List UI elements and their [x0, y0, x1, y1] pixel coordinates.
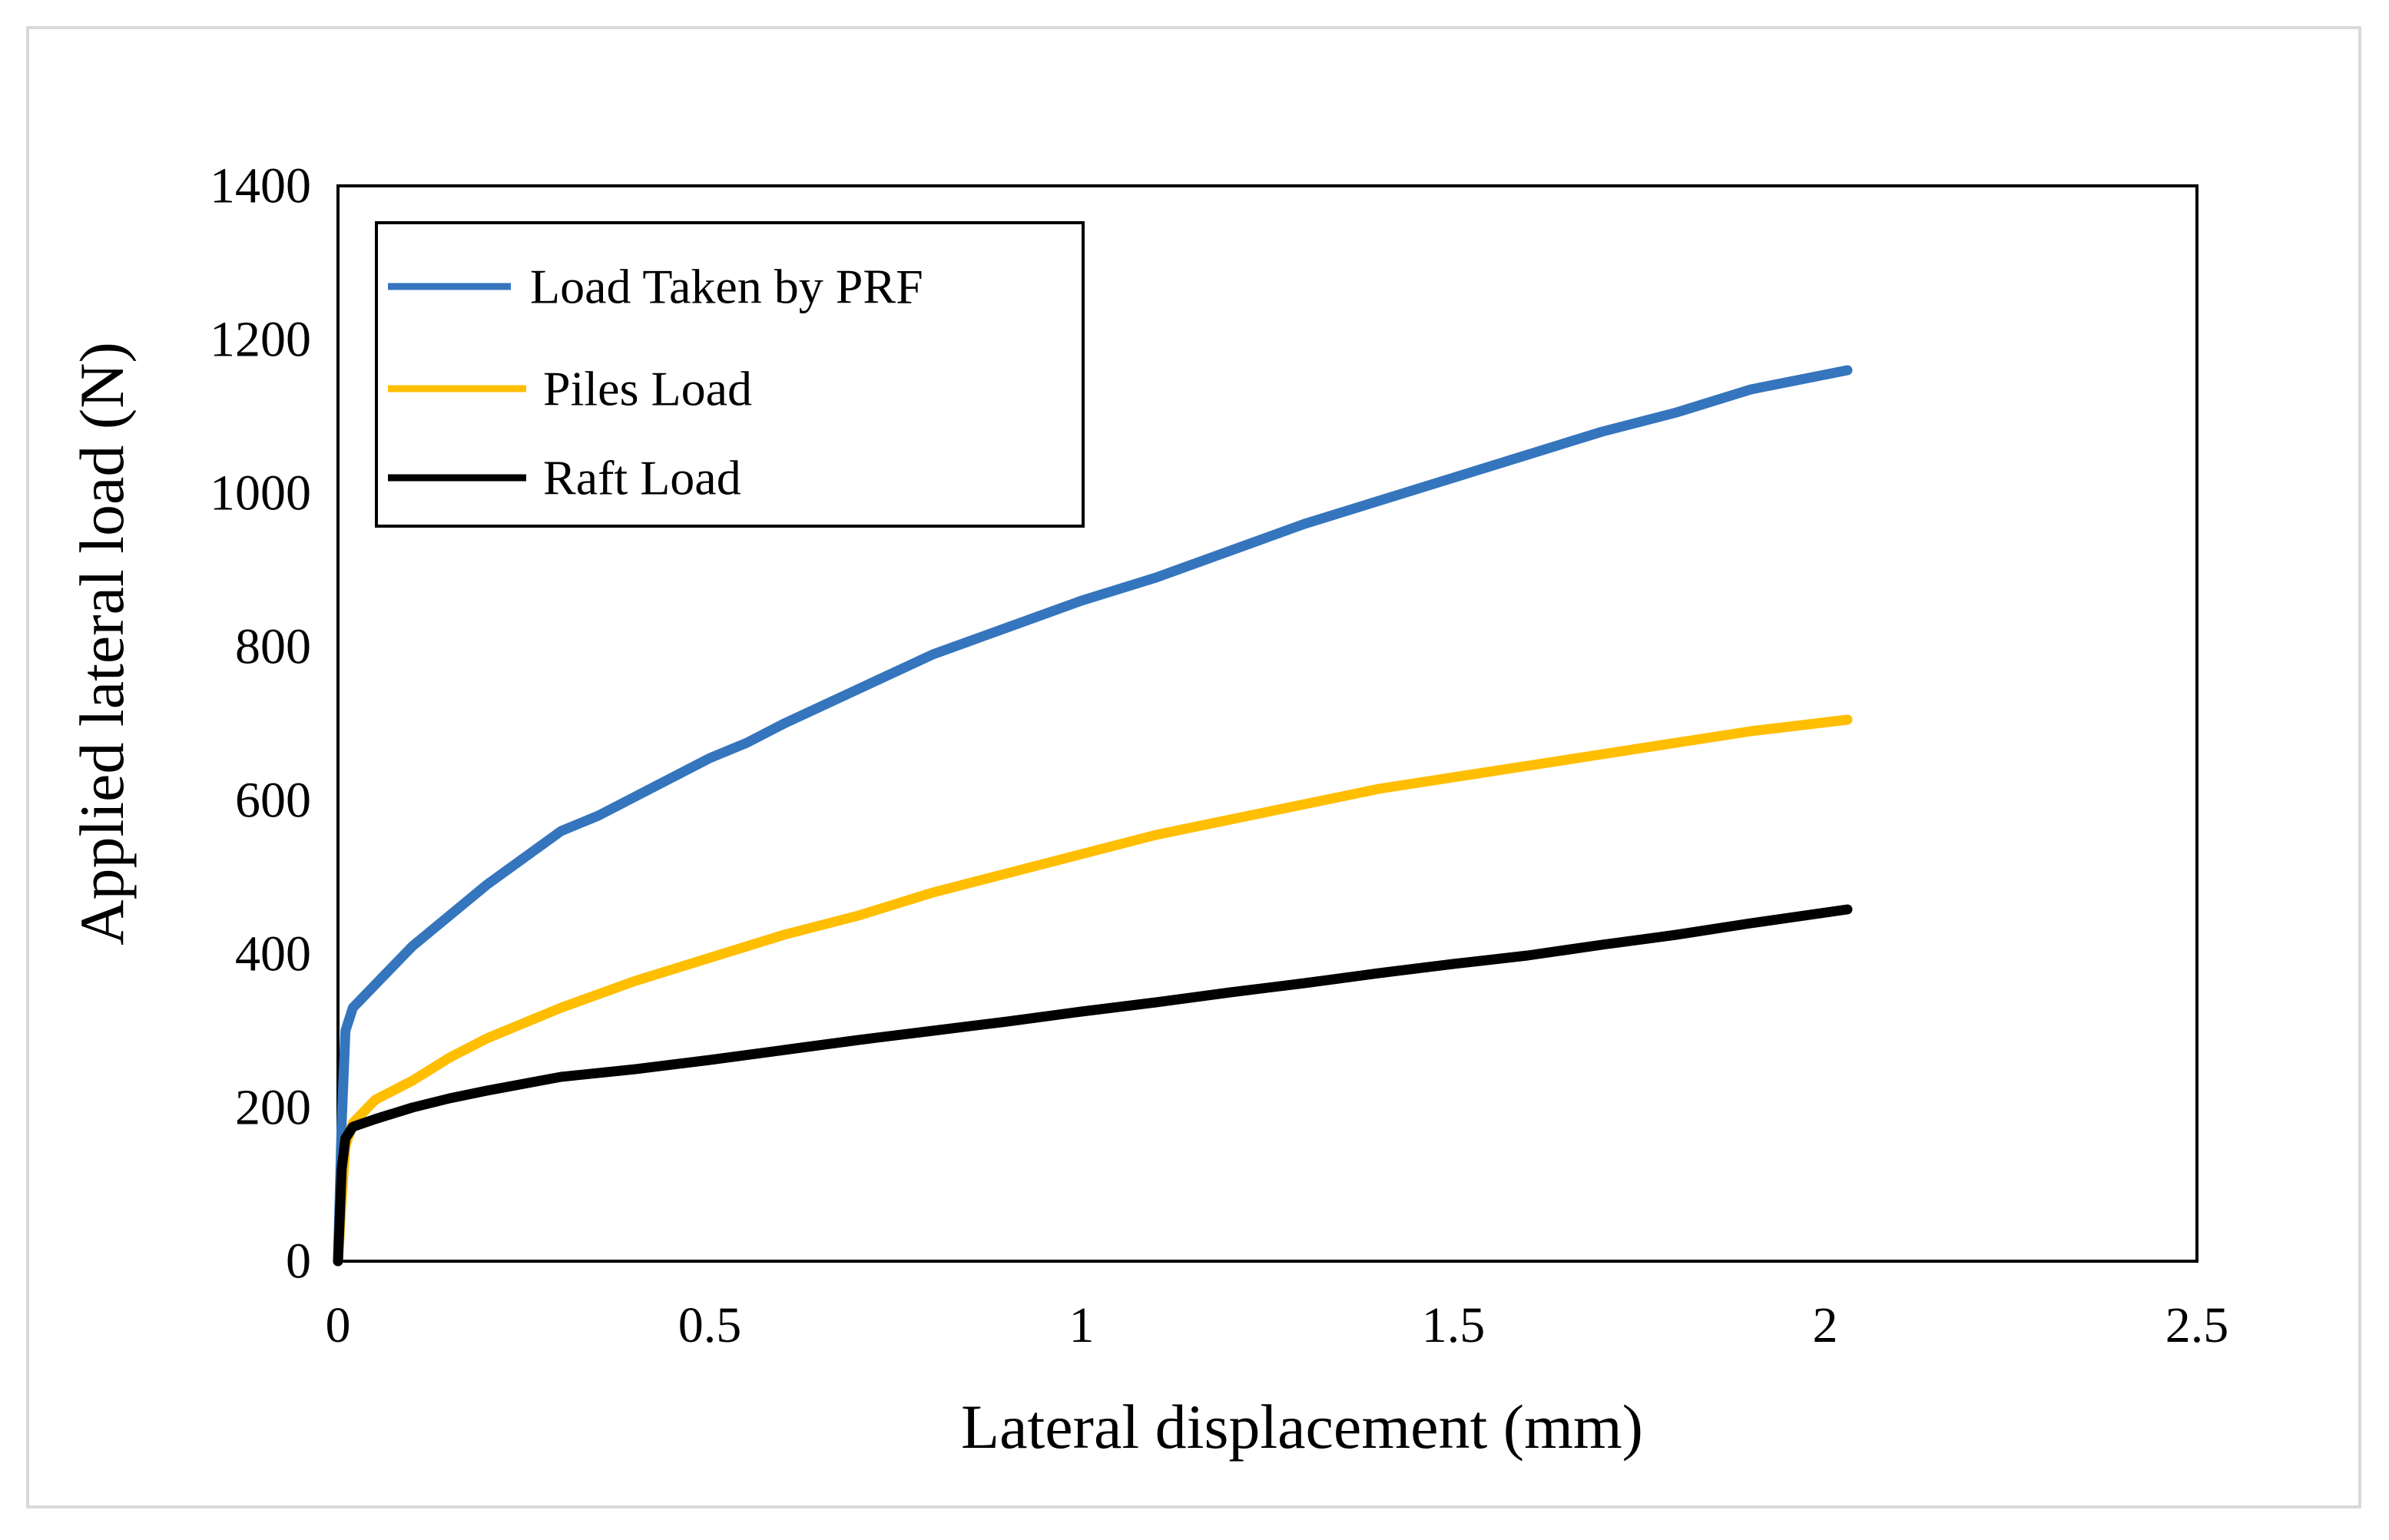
- legend: Load Taken by PRF Piles Load Raft Load: [375, 221, 1085, 528]
- y-axis-ticks: 0 200 400 600 800 1000 1200 1400: [210, 158, 311, 1290]
- x-tick-label: 1: [1069, 1297, 1095, 1353]
- series-group: [333, 365, 1853, 1267]
- x-axis-ticks: 0 0.5 1 1.5 2 2.5: [326, 1297, 2229, 1353]
- y-tick-label: 200: [235, 1080, 311, 1136]
- x-tick-label: 1.5: [1422, 1297, 1486, 1353]
- series-line-piles-load: [333, 714, 1853, 1267]
- y-tick-label: 1400: [210, 158, 311, 214]
- y-axis-title: Applied lateral load (N): [67, 342, 137, 946]
- x-tick-label: 0.5: [678, 1297, 742, 1353]
- legend-item-piles-load: Piles Load: [388, 362, 752, 416]
- x-tick-label: 0: [326, 1297, 351, 1353]
- legend-item-raft-load: Raft Load: [388, 451, 741, 505]
- series-line-load-taken-by-prf: [333, 365, 1853, 1267]
- y-tick-label: 0: [286, 1234, 311, 1290]
- legend-label-raft-load: Raft Load: [543, 451, 741, 505]
- y-tick-label: 800: [235, 619, 311, 675]
- y-tick-label: 1200: [210, 312, 311, 368]
- x-axis-title: Lateral displacement (mm): [961, 1392, 1643, 1462]
- legend-item-load-taken-by-prf: Load Taken by PRF: [388, 260, 923, 314]
- y-tick-label: 400: [235, 926, 311, 982]
- y-tick-label: 600: [235, 773, 311, 829]
- legend-label-load-taken-by-prf: Load Taken by PRF: [530, 260, 923, 314]
- x-tick-label: 2: [1813, 1297, 1838, 1353]
- plot-area: [336, 184, 2198, 1263]
- legend-label-piles-load: Piles Load: [543, 362, 752, 416]
- series-line-raft-load: [333, 904, 1853, 1267]
- y-tick-label: 1000: [210, 465, 311, 522]
- x-tick-label: 2.5: [2165, 1297, 2229, 1353]
